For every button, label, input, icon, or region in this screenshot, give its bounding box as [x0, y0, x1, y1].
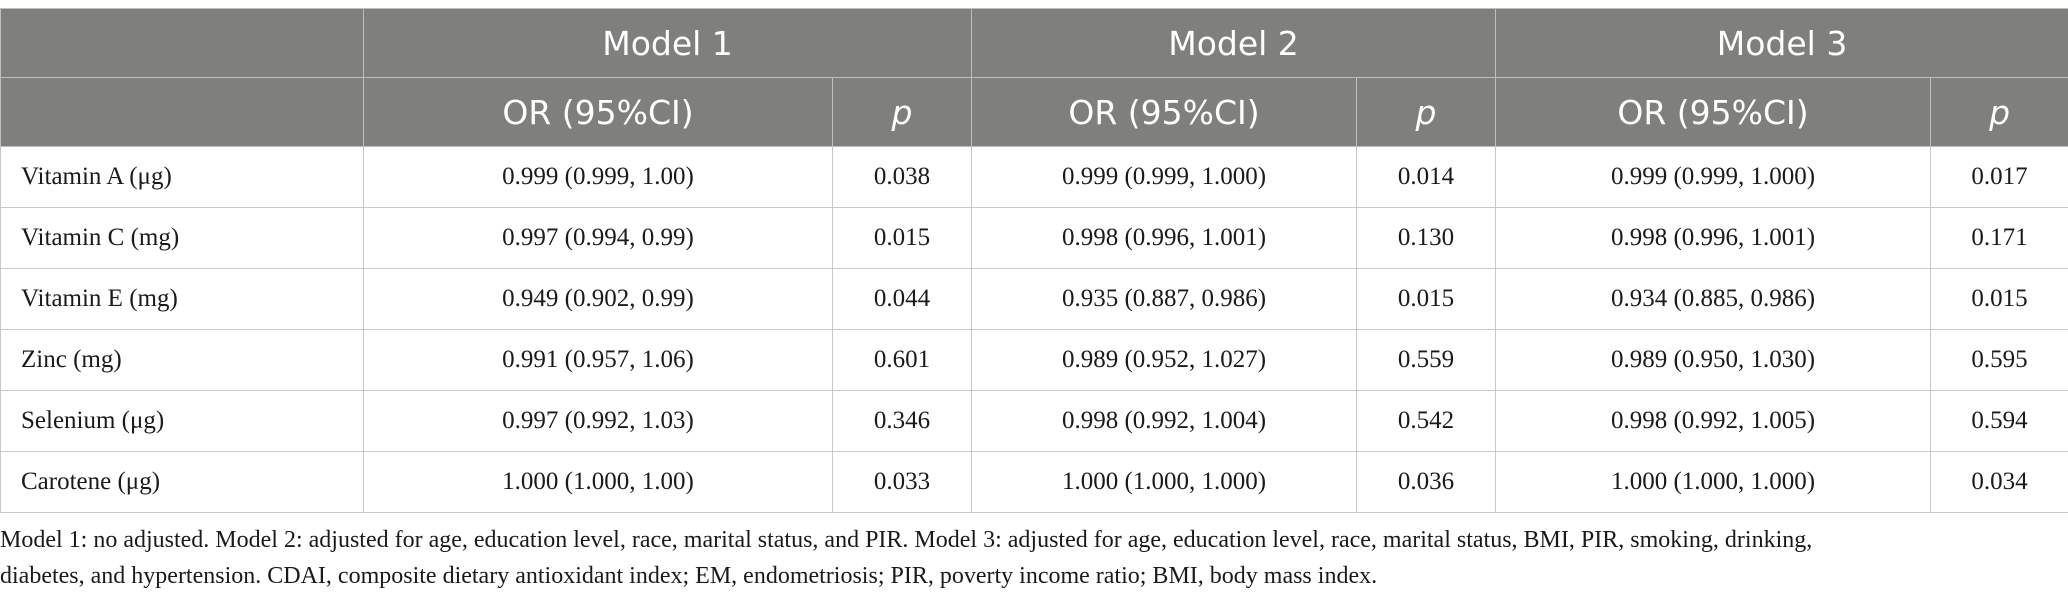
row-label: Carotene (μg) [0, 451, 364, 513]
model-header-row: Model 1 Model 2 Model 3 [0, 8, 2068, 78]
row-label: Zinc (mg) [0, 329, 364, 391]
model-3-p-cell: 0.015 [1930, 268, 2068, 330]
header-model-2: Model 2 [971, 8, 1497, 78]
table-row: Vitamin A (μg) 0.999 (0.999, 1.00) 0.038… [0, 146, 2068, 208]
model-3-p-cell: 0.171 [1930, 207, 2068, 269]
model-1-p-cell: 0.015 [831, 207, 973, 269]
model-2-or-cell: 0.999 (0.999, 1.000) [971, 146, 1358, 208]
model-1-or-cell: 0.997 (0.994, 0.99) [363, 207, 833, 269]
model-1-p-cell: 0.033 [831, 451, 973, 513]
table-row: Zinc (mg) 0.991 (0.957, 1.06) 0.601 0.98… [0, 329, 2068, 391]
model-3-p-cell: 0.034 [1930, 451, 2068, 513]
model-1-or-cell: 0.949 (0.902, 0.99) [363, 268, 833, 330]
row-label: Vitamin C (mg) [0, 207, 364, 269]
model-3-p-cell: 0.594 [1930, 390, 2068, 452]
subheader-empty-cell [0, 77, 364, 147]
model-1-or-cell: 1.000 (1.000, 1.00) [363, 451, 833, 513]
table-footnote: Model 1: no adjusted. Model 2: adjusted … [0, 522, 2030, 594]
table-row: Vitamin C (mg) 0.997 (0.994, 0.99) 0.015… [0, 207, 2068, 269]
footnote-line-1: Model 1: no adjusted. Model 2: adjusted … [0, 527, 1813, 553]
row-label: Vitamin E (mg) [0, 268, 364, 330]
model-1-or-cell: 0.991 (0.957, 1.06) [363, 329, 833, 391]
model-2-p-cell: 0.542 [1356, 390, 1497, 452]
model-2-p-cell: 0.559 [1356, 329, 1497, 391]
model-1-or-cell: 0.999 (0.999, 1.00) [363, 146, 833, 208]
model-1-p-cell: 0.038 [831, 146, 973, 208]
table-header: Model 1 Model 2 Model 3 OR (95%CI) p OR … [0, 8, 2068, 147]
model-1-p-cell: 0.346 [831, 390, 973, 452]
subheader-p-model-3: p [1930, 77, 2068, 147]
header-model-1: Model 1 [362, 8, 973, 78]
model-3-or-cell: 0.989 (0.950, 1.030) [1495, 329, 1932, 391]
header-model-3: Model 3 [1495, 8, 2068, 78]
model-3-or-cell: 0.934 (0.885, 0.986) [1495, 268, 1932, 330]
model-2-p-cell: 0.036 [1356, 451, 1497, 513]
table-row: Vitamin E (mg) 0.949 (0.902, 0.99) 0.044… [0, 268, 2068, 330]
subheader-p-model-1: p [831, 77, 973, 147]
model-2-or-cell: 0.935 (0.887, 0.986) [971, 268, 1358, 330]
subheader-row: OR (95%CI) p OR (95%CI) p OR (95%CI) p [0, 77, 2068, 147]
footnote-line-2: diabetes, and hypertension. CDAI, compos… [0, 563, 1378, 589]
model-1-p-cell: 0.601 [831, 329, 973, 391]
model-1-p-cell: 0.044 [831, 268, 973, 330]
model-2-p-cell: 0.130 [1356, 207, 1497, 269]
model-2-or-cell: 0.998 (0.992, 1.004) [971, 390, 1358, 452]
odds-ratio-table: Model 1 Model 2 Model 3 OR (95%CI) p OR … [0, 8, 2068, 513]
row-label: Vitamin A (μg) [0, 146, 364, 208]
model-3-or-cell: 1.000 (1.000, 1.000) [1495, 451, 1932, 513]
model-3-p-cell: 0.017 [1930, 146, 2068, 208]
subheader-or-model-1: OR (95%CI) [363, 77, 833, 147]
table-row: Selenium (μg) 0.997 (0.992, 1.03) 0.346 … [0, 390, 2068, 452]
subheader-or-model-3: OR (95%CI) [1495, 77, 1932, 147]
model-2-p-cell: 0.015 [1356, 268, 1497, 330]
model-3-p-cell: 0.595 [1930, 329, 2068, 391]
row-label: Selenium (μg) [0, 390, 364, 452]
subheader-p-model-2: p [1356, 77, 1497, 147]
header-empty-cell [0, 8, 364, 78]
model-1-or-cell: 0.997 (0.992, 1.03) [363, 390, 833, 452]
model-2-or-cell: 1.000 (1.000, 1.000) [971, 451, 1358, 513]
table-body: Vitamin A (μg) 0.999 (0.999, 1.00) 0.038… [0, 146, 2068, 513]
model-3-or-cell: 0.998 (0.996, 1.001) [1495, 207, 1932, 269]
subheader-or-model-2: OR (95%CI) [971, 77, 1358, 147]
results-table-container: Model 1 Model 2 Model 3 OR (95%CI) p OR … [0, 8, 2068, 513]
model-2-or-cell: 0.989 (0.952, 1.027) [971, 329, 1358, 391]
model-3-or-cell: 0.998 (0.992, 1.005) [1495, 390, 1932, 452]
model-3-or-cell: 0.999 (0.999, 1.000) [1495, 146, 1932, 208]
model-2-p-cell: 0.014 [1356, 146, 1497, 208]
model-2-or-cell: 0.998 (0.996, 1.001) [971, 207, 1358, 269]
table-row: Carotene (μg) 1.000 (1.000, 1.00) 0.033 … [0, 451, 2068, 513]
